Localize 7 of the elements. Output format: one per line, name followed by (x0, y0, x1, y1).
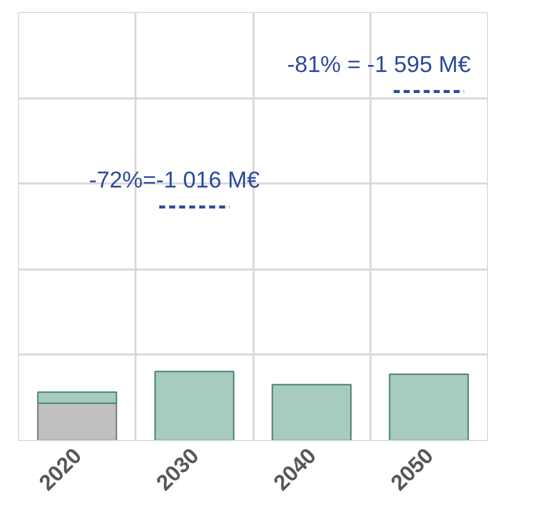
bar (388, 373, 469, 440)
bar (154, 370, 234, 440)
text: -72%=-1 016 M€ (89, 166, 260, 192)
bar (37, 391, 118, 404)
text: -81% = -1 595 M€ (287, 50, 471, 77)
bar (272, 384, 352, 440)
bar (37, 402, 118, 440)
